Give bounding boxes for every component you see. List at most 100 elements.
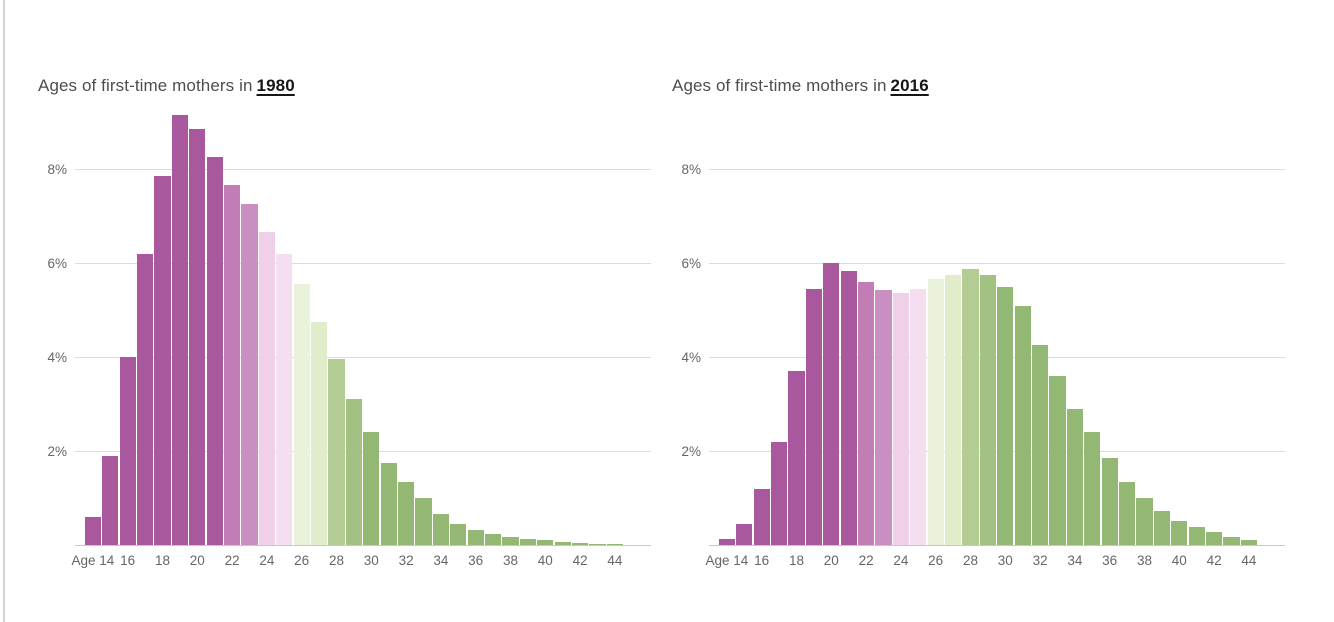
gridline-4pct — [75, 357, 651, 358]
bar-age-37 — [1119, 481, 1136, 545]
bar-age-41 — [554, 541, 571, 545]
x-tick-label-18: 18 — [154, 553, 171, 568]
gridline-2pct — [709, 451, 1285, 452]
page-left-border — [3, 0, 5, 622]
gridline-4pct — [709, 357, 1285, 358]
bar-age-26 — [927, 278, 944, 545]
year-link-2016[interactable]: 2016 — [890, 76, 929, 95]
bar-age-29 — [979, 274, 996, 545]
bar-age-38 — [502, 536, 519, 545]
bar-age-22 — [858, 281, 875, 545]
bar-age-25 — [910, 288, 927, 545]
bar-age-25 — [276, 253, 293, 545]
x-tick-label-40: 40 — [537, 553, 553, 568]
bar-age-22 — [224, 185, 241, 545]
chart-title-text: Ages of first-time mothers in — [38, 76, 253, 95]
bar-age-39 — [1153, 511, 1170, 545]
bar-age-28 — [328, 359, 345, 545]
y-tick-label: 4% — [681, 350, 701, 365]
y-tick-label: 8% — [681, 162, 701, 177]
x-tick-label-18: 18 — [788, 553, 805, 568]
bar-age-35 — [450, 523, 467, 545]
bar-age-39 — [519, 539, 536, 545]
x-tick-label-38: 38 — [1136, 553, 1153, 568]
y-tick-label: 6% — [681, 256, 701, 271]
x-tick-label-22: 22 — [224, 553, 240, 568]
bar-age-27 — [311, 321, 328, 545]
x-tick-label-44: 44 — [1241, 553, 1257, 568]
bar-age-15 — [102, 455, 119, 545]
bar-age-36 — [1101, 458, 1118, 545]
x-tick-label-24: 24 — [259, 553, 275, 568]
bar-age-38 — [1136, 498, 1153, 545]
x-tick-label-34: 34 — [433, 553, 449, 568]
bar-age-40 — [1171, 520, 1188, 545]
bar-age-20 — [189, 129, 206, 545]
bar-age-24 — [258, 232, 275, 545]
chart-2016: Ages of first-time mothers in 2016 2% 4% 6%… — [672, 70, 1297, 580]
x-tick-label-42: 42 — [572, 553, 588, 568]
x-tick-label-20: 20 — [823, 553, 839, 568]
bar-age-33 — [1049, 375, 1066, 545]
chart-title: Ages of first-time mothers in 2016 — [672, 76, 929, 96]
bar-age-26 — [293, 284, 310, 545]
bar-age-28 — [962, 268, 979, 545]
year-link-1980[interactable]: 1980 — [256, 76, 295, 95]
bar-age-23 — [241, 204, 258, 545]
chart-title: Ages of first-time mothers in 1980 — [38, 76, 295, 96]
gridline-8pct — [709, 169, 1285, 170]
x-tick-label-14: Age 14 — [71, 553, 115, 568]
x-tick-label-30: 30 — [997, 553, 1013, 568]
bar-age-29 — [345, 399, 362, 545]
bar-age-15 — [736, 523, 753, 545]
bar-age-31 — [380, 462, 397, 545]
bar-age-40 — [537, 540, 554, 545]
bar-age-43 — [1223, 537, 1240, 545]
bar-age-34 — [432, 514, 449, 545]
x-tick-label-26: 26 — [294, 553, 310, 568]
bar-age-44 — [1240, 540, 1257, 545]
plot-area: 2% 4% 6% 8% Age 14 16 18 20 22 24 26 28 30 32 34 36 38 40… — [47, 114, 651, 568]
chart-1980: Ages of first-time mothers in 1980 2% 4% 6%… — [38, 70, 663, 580]
x-tick-label-26: 26 — [928, 553, 944, 568]
x-tick-label-36: 36 — [1102, 553, 1118, 568]
x-tick-label-16: 16 — [754, 553, 770, 568]
y-tick-label: 2% — [47, 444, 67, 459]
y-tick-label: 2% — [681, 444, 701, 459]
gridline-2pct — [75, 451, 651, 452]
bar-age-21 — [840, 271, 857, 545]
bar-age-17 — [137, 253, 154, 545]
plot-area: 2% 4% 6% 8% Age 14 16 18 20 22 24 26 28 30 32 34 36 38 40… — [681, 163, 1285, 568]
bar-age-30 — [997, 286, 1014, 545]
bar-age-43 — [589, 543, 606, 545]
y-tick-label: 8% — [47, 162, 67, 177]
x-tick-label-30: 30 — [363, 553, 379, 568]
bar-age-18 — [154, 176, 171, 545]
bar-age-20 — [823, 263, 840, 545]
gridline-8pct — [75, 169, 651, 170]
x-axis-line — [75, 545, 651, 546]
bar-age-41 — [1188, 527, 1205, 545]
x-tick-label-32: 32 — [1032, 553, 1048, 568]
bar-age-36 — [467, 529, 484, 545]
bar-age-42 — [1206, 532, 1223, 545]
bar-age-19 — [805, 288, 822, 545]
bar-age-18 — [788, 371, 805, 545]
bar-age-14 — [718, 539, 735, 545]
bar-age-31 — [1014, 306, 1031, 545]
bar-age-42 — [572, 542, 589, 545]
bar-age-33 — [415, 498, 432, 545]
bar-age-19 — [171, 114, 188, 545]
bar-age-16 — [119, 357, 136, 545]
x-tick-label-20: 20 — [189, 553, 205, 568]
bar-age-37 — [485, 533, 502, 545]
x-tick-label-32: 32 — [398, 553, 414, 568]
gridline-6pct — [75, 263, 651, 264]
x-tick-label-34: 34 — [1067, 553, 1083, 568]
y-tick-label: 4% — [47, 350, 67, 365]
bar-age-16 — [753, 488, 770, 545]
bar-age-30 — [363, 432, 380, 545]
bar-age-24 — [892, 292, 909, 545]
x-tick-label-42: 42 — [1206, 553, 1222, 568]
x-tick-label-22: 22 — [858, 553, 874, 568]
